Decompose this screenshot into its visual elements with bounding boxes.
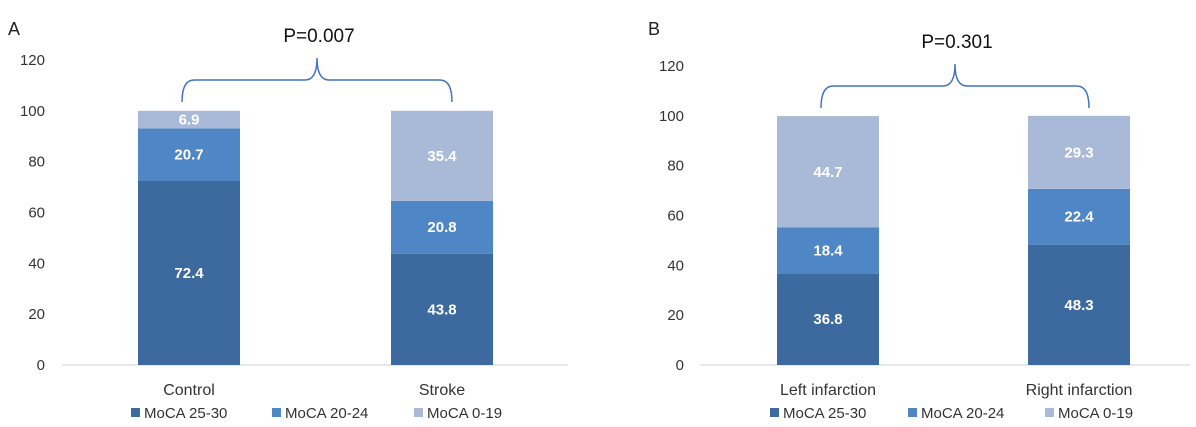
significance-bracket	[181, 57, 453, 103]
y-tick-label: 60	[28, 205, 45, 222]
data-label: 44.7	[813, 164, 842, 181]
y-tick-label: 40	[28, 255, 45, 272]
data-label: 72.4	[174, 265, 204, 282]
legend-entry: MoCA 20-24	[285, 405, 368, 422]
y-tick-label: 120	[20, 52, 45, 69]
legend-swatch	[908, 408, 917, 417]
legend-entry: MoCA 0-19	[427, 405, 502, 422]
data-label: 18.4	[813, 242, 843, 259]
y-tick-label: 0	[676, 357, 684, 374]
y-tick-label: 60	[667, 208, 684, 225]
legend-entry: MoCA 25-30	[144, 405, 227, 422]
bar-segment	[1028, 115, 1130, 189]
category-label: Stroke	[419, 382, 465, 399]
data-label: 22.4	[1064, 209, 1094, 226]
legend-swatch	[272, 408, 281, 417]
y-tick-label: 80	[667, 158, 684, 175]
legend-swatch	[770, 408, 779, 417]
bar-segment	[777, 273, 879, 365]
data-label: 6.9	[179, 112, 200, 129]
data-label: 48.3	[1064, 297, 1093, 314]
bar-segment	[391, 200, 493, 254]
data-label: 36.8	[813, 311, 842, 328]
legend-entry: MoCA 20-24	[921, 405, 1004, 422]
p-value-annotation: P=0.301	[921, 32, 992, 53]
data-label: 20.7	[174, 147, 203, 164]
legend-entry: MoCA 0-19	[1058, 405, 1133, 422]
category-label: Control	[163, 382, 215, 399]
y-tick-label: 120	[659, 58, 684, 75]
panel-label: B	[648, 19, 660, 39]
bar-segment	[138, 110, 240, 129]
data-label: 29.3	[1064, 144, 1093, 161]
bar-segment	[391, 253, 493, 365]
bar-segment	[391, 110, 493, 201]
bar-segment	[1028, 244, 1130, 365]
data-label: 20.8	[427, 219, 456, 236]
y-tick-label: 80	[28, 154, 45, 171]
bar-segment	[777, 227, 879, 274]
y-tick-label: 20	[28, 306, 45, 323]
legend-entry: MoCA 25-30	[783, 405, 866, 422]
p-value-annotation: P=0.007	[283, 26, 354, 47]
y-tick-label: 100	[20, 103, 45, 120]
panel-label: A	[8, 19, 20, 39]
bar-segment	[138, 180, 240, 365]
data-label: 43.8	[427, 301, 456, 318]
legend-swatch	[414, 408, 423, 417]
data-label: 35.4	[427, 148, 457, 165]
category-label: Right infarction	[1026, 382, 1133, 399]
legend-swatch	[1045, 408, 1054, 417]
y-tick-label: 0	[37, 357, 45, 374]
bar-segment	[1028, 188, 1130, 245]
bar-segment	[777, 116, 879, 228]
y-tick-label: 40	[667, 257, 684, 274]
significance-bracket	[820, 63, 1090, 109]
y-tick-label: 100	[659, 108, 684, 125]
legend-swatch	[131, 408, 140, 417]
bar-segment	[138, 128, 240, 181]
category-label: Left infarction	[780, 382, 876, 399]
y-tick-label: 20	[667, 307, 684, 324]
